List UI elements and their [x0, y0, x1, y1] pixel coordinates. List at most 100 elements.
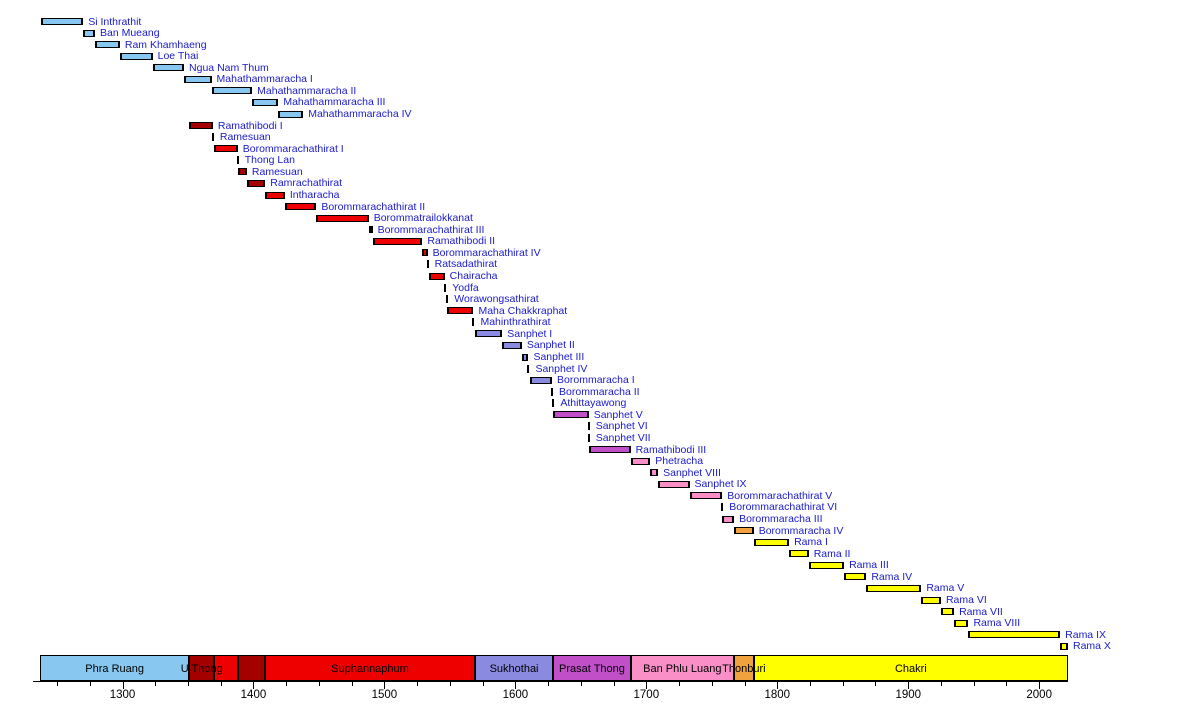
- reign-label: Sanphet VIII: [663, 466, 721, 479]
- axis-tick-minor: [155, 682, 157, 686]
- dynasty-segment: Suphannaphum: [265, 655, 475, 681]
- reign-bar: [189, 122, 213, 130]
- axis-tick-minor: [744, 682, 746, 686]
- reign-label: Ratsadathirat: [434, 258, 498, 271]
- reign-label: Borommarachathirat II: [321, 200, 426, 213]
- reign-label: Borommarachathirat VI: [729, 501, 838, 514]
- reign-bar: [252, 98, 279, 106]
- axis-tick-minor: [973, 682, 975, 686]
- reign-label: Rama VIII: [973, 617, 1021, 630]
- reign-bar: [940, 608, 955, 616]
- reign-bar: [95, 41, 120, 49]
- reign-label: Borommarachathirat I: [242, 142, 344, 155]
- dynasty-segment: [214, 655, 238, 681]
- dynasty-label: Suphannaphum: [331, 663, 409, 675]
- reign-bar: [844, 573, 867, 581]
- dynasty-label: Sukhothai: [489, 663, 539, 675]
- axis-tick-minor: [449, 682, 451, 686]
- reign-bar: [372, 237, 423, 245]
- axis-year-label: 1300: [109, 689, 136, 701]
- reign-bar: [211, 87, 253, 95]
- axis-tick-major: [515, 682, 517, 689]
- axis-tick-minor: [286, 682, 288, 686]
- dynasty-label: Chakri: [894, 663, 927, 675]
- axis-tick-minor: [220, 682, 222, 686]
- reign-bar: [368, 226, 373, 234]
- reign-bar: [521, 353, 529, 361]
- reign-tick: [211, 133, 214, 142]
- reign-tick: [446, 295, 449, 304]
- reign-label: Chairacha: [449, 270, 498, 283]
- reign-tick: [527, 364, 530, 373]
- axis-tick-major: [908, 682, 910, 689]
- reign-bar: [41, 18, 84, 25]
- dynasty-label: Thonburi: [722, 663, 766, 675]
- reign-label: Rama VII: [959, 605, 1003, 618]
- reign-label: Ramesuan: [219, 131, 271, 144]
- reign-bar: [658, 480, 690, 488]
- axis-tick-minor: [580, 682, 582, 686]
- reign-tick: [587, 434, 590, 443]
- reign-label: Borommarachathirat V: [727, 489, 833, 502]
- reign-bar: [753, 538, 790, 546]
- reign-label: Worawongsathirat: [454, 293, 539, 306]
- dynasty-segment: Phra Ruang: [40, 655, 190, 681]
- reign-tick: [552, 399, 555, 408]
- reign-bar: [502, 341, 522, 349]
- axis-tick-minor: [1006, 682, 1008, 686]
- reign-bar: [921, 596, 941, 604]
- reign-label: Rama VI: [945, 594, 987, 606]
- reign-bar: [722, 515, 735, 523]
- reign-tick: [472, 318, 475, 327]
- axis-tick-major: [253, 682, 255, 689]
- reign-label: Intharacha: [289, 189, 340, 202]
- reign-label: Sanphet II: [526, 339, 575, 352]
- reign-label: Ban Mueang: [100, 27, 160, 40]
- axis-year-label: 1700: [633, 689, 660, 701]
- reign-bar: [284, 203, 317, 211]
- reign-label: Yodfa: [452, 281, 479, 294]
- reign-tick: [721, 503, 724, 512]
- axis-tick-minor: [548, 682, 550, 686]
- dynasty-segment: Thonburi: [722, 655, 766, 681]
- reign-label: Mahathammaracha II: [257, 84, 357, 97]
- axis-tick-major: [646, 682, 648, 689]
- dynasty-label: Prasat Thong: [559, 663, 625, 675]
- reign-bar: [866, 584, 922, 592]
- reign-label: Maha Chakkraphat: [478, 304, 568, 317]
- reign-label: Mahinthrathirat: [480, 316, 551, 329]
- reign-label: Borommarachathirat III: [377, 223, 485, 236]
- axis-year-label: 1400: [240, 689, 267, 701]
- axis-year-label: 1600: [502, 689, 529, 701]
- axis-tick-minor: [351, 682, 353, 686]
- axis-tick-minor: [875, 682, 877, 686]
- reign-label: Ramathibodi III: [635, 443, 707, 456]
- reign-label: Mahathammaracha IV: [308, 108, 412, 121]
- dynasty-segment: Ban Phlu Luang: [630, 655, 735, 681]
- axis-tick-minor: [842, 682, 844, 686]
- axis-tick-minor: [57, 682, 59, 686]
- reign-label: Mahathammaracha III: [283, 96, 386, 109]
- dynasty-segment: Prasat Thong: [553, 655, 631, 681]
- reign-bar: [954, 619, 969, 627]
- reign-label: Ramathibodi I: [217, 119, 283, 132]
- axis-tick-minor: [417, 682, 419, 686]
- reign-bar: [422, 249, 428, 257]
- reign-bar: [789, 550, 809, 558]
- reign-label: Rama III: [849, 559, 889, 572]
- reign-bar: [808, 561, 845, 569]
- reign-tick: [426, 260, 429, 269]
- reign-bar: [119, 52, 153, 60]
- reign-label: Sanphet I: [507, 327, 553, 340]
- reign-bar: [184, 75, 212, 83]
- reign-bar: [734, 527, 754, 535]
- dynasty-label: U Thong: [180, 663, 223, 675]
- reign-label: Ngua Nam Thum: [189, 61, 269, 74]
- axis-tick-minor: [187, 682, 189, 686]
- reign-bar: [152, 64, 185, 72]
- reign-bar: [246, 179, 266, 187]
- axis-tick-major: [777, 682, 779, 689]
- reign-bar: [630, 457, 651, 465]
- reign-bar: [588, 446, 631, 454]
